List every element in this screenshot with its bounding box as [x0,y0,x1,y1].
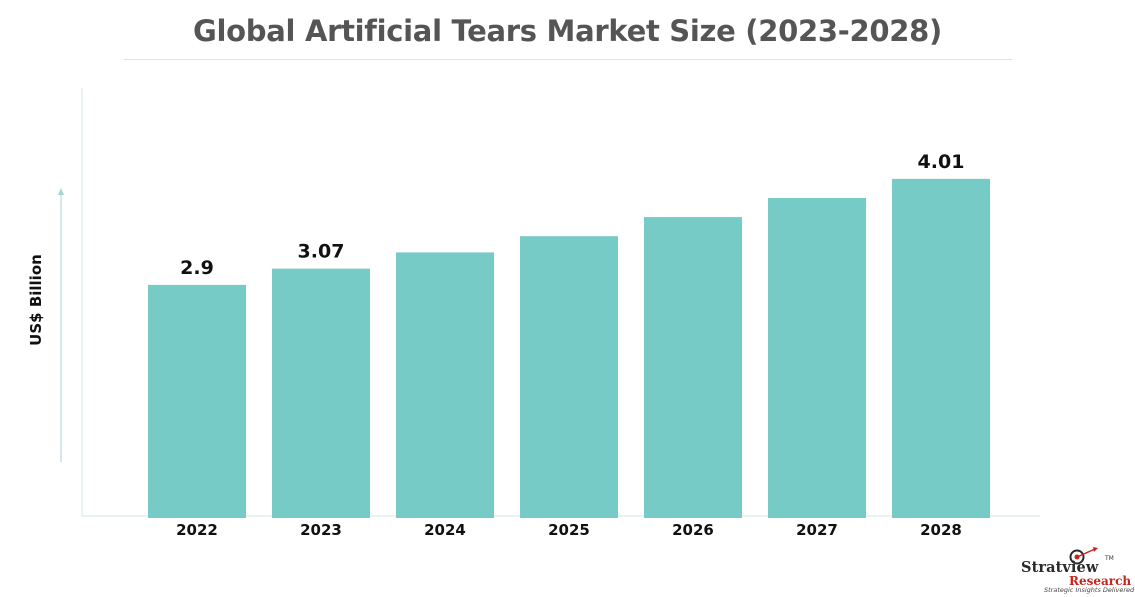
logo-target-icon [1069,547,1098,565]
bar-2027 [768,197,866,519]
bar-2023 [272,268,370,518]
stratview-logo: Stratview TM Research Strategic Insights… [1016,546,1135,594]
data-label-2023: 3.07 [298,241,345,263]
data-label-2022: 2.9 [180,257,214,279]
title-divider [124,59,1012,60]
bar-2026 [644,217,742,518]
x-tick-2022: 2022 [176,521,218,539]
y-arrow-head [58,188,64,195]
logo-sub: Research [1069,574,1132,588]
logo-trademark: TM [1105,555,1114,562]
x-tick-2025: 2025 [548,521,590,539]
x-tick-2028: 2028 [920,521,962,539]
bar-2028 [892,178,990,518]
chart-title: Global Artificial Tears Market Size (202… [193,14,942,48]
bar-2025 [520,236,618,518]
x-tick-2023: 2023 [300,521,342,539]
bar-2022 [148,284,246,518]
x-tick-2027: 2027 [796,521,838,539]
logo-brand: Stratview [1021,559,1099,576]
data-label-2028: 4.01 [918,151,965,173]
x-tick-2026: 2026 [672,521,714,539]
x-tick-2024: 2024 [424,521,466,539]
bar-2024 [396,252,494,519]
logo-tagline: Strategic Insights Delivered [1044,586,1135,594]
